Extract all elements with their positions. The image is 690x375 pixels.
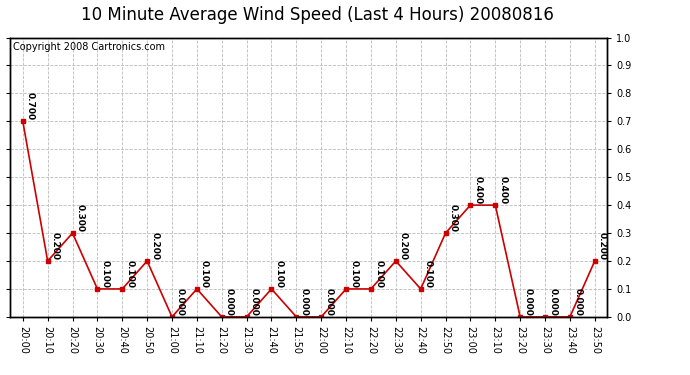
Text: 0.000: 0.000	[524, 288, 533, 316]
Text: 0.000: 0.000	[250, 288, 259, 316]
Text: 10 Minute Average Wind Speed (Last 4 Hours) 20080816: 10 Minute Average Wind Speed (Last 4 Hou…	[81, 6, 554, 24]
Text: 0.400: 0.400	[473, 176, 482, 204]
Text: 0.200: 0.200	[399, 232, 408, 260]
Text: 0.100: 0.100	[374, 260, 383, 288]
Text: 0.100: 0.100	[424, 260, 433, 288]
Text: 0.100: 0.100	[275, 260, 284, 288]
Text: 0.200: 0.200	[150, 232, 159, 260]
Text: Copyright 2008 Cartronics.com: Copyright 2008 Cartronics.com	[13, 42, 166, 52]
Text: 0.100: 0.100	[101, 260, 110, 288]
Text: 0.300: 0.300	[76, 204, 85, 232]
Text: 0.200: 0.200	[51, 232, 60, 260]
Text: 0.700: 0.700	[26, 92, 35, 120]
Text: 0.300: 0.300	[448, 204, 457, 232]
Text: 0.100: 0.100	[200, 260, 209, 288]
Text: 0.000: 0.000	[573, 288, 582, 316]
Text: 0.400: 0.400	[498, 176, 508, 204]
Text: 0.100: 0.100	[126, 260, 135, 288]
Text: 0.000: 0.000	[225, 288, 234, 316]
Text: 0.000: 0.000	[324, 288, 333, 316]
Text: 0.000: 0.000	[549, 288, 558, 316]
Text: 0.200: 0.200	[598, 232, 607, 260]
Text: 0.000: 0.000	[299, 288, 308, 316]
Text: 0.100: 0.100	[349, 260, 358, 288]
Text: 0.000: 0.000	[175, 288, 184, 316]
